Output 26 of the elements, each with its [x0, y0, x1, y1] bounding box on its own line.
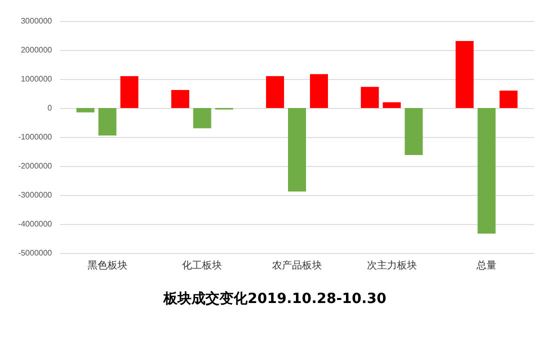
x-tick-label: 次主力板块: [366, 260, 417, 272]
bar: [360, 86, 379, 108]
bar: [288, 108, 306, 192]
bar: [478, 108, 496, 234]
y-tick-label: -1000000: [18, 132, 53, 142]
bar: [500, 90, 518, 108]
y-tick-label: -5000000: [18, 248, 53, 258]
bar: [456, 41, 474, 108]
y-tick-label: 2000000: [20, 46, 53, 54]
y-tick-label: 0: [48, 104, 53, 112]
bar: [310, 74, 328, 108]
y-tick-label: -3000000: [18, 190, 53, 200]
y-tick-label: 1000000: [20, 74, 53, 84]
bar: [120, 76, 138, 108]
x-tick-label: 黑色板块: [87, 260, 128, 272]
y-tick-label: 3000000: [20, 16, 53, 26]
bar: [171, 90, 190, 108]
x-tick-label: 总量: [476, 260, 497, 272]
y-tick-label: -2000000: [18, 162, 53, 170]
text: 板块成交变化2019.10.28-10.30: [162, 290, 387, 307]
bar: [98, 108, 116, 136]
x-tick-label: 化工板块: [182, 260, 222, 272]
y-tick-label: -4000000: [18, 220, 53, 228]
bar: [266, 76, 284, 108]
bar: [193, 108, 212, 128]
x-tick-label: 农产品板块: [272, 260, 322, 272]
